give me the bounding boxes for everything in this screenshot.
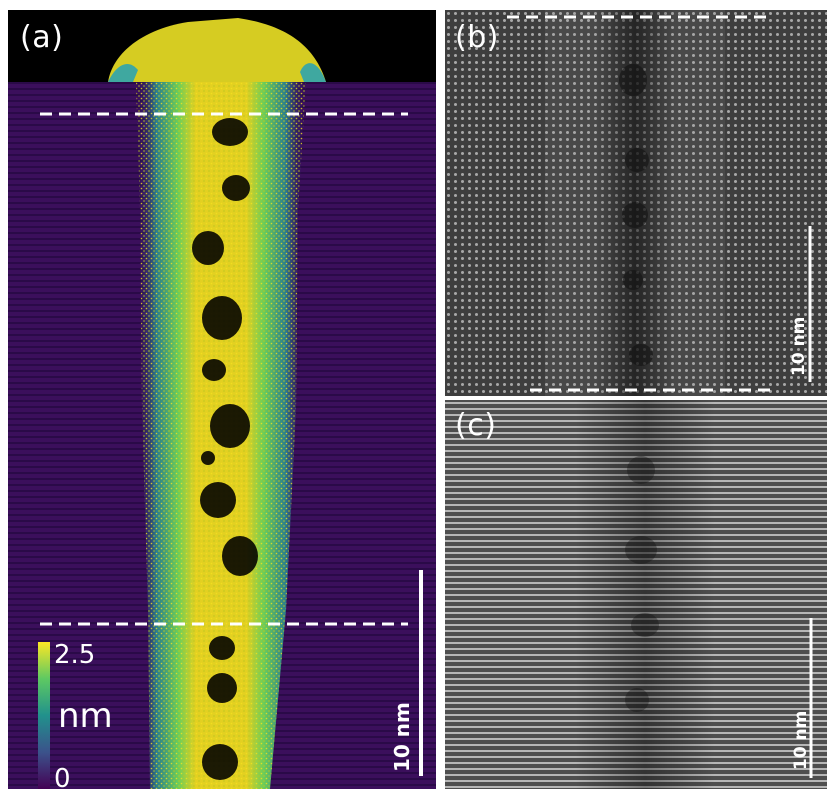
panel-c-micrograph: (c) 10 nm xyxy=(445,400,827,789)
micrograph-b-image xyxy=(445,10,827,396)
cap-region xyxy=(108,18,326,82)
panel-a-height-map: (a) 10 nm 2.5 nm 0 xyxy=(8,10,436,789)
void-regions xyxy=(192,118,258,780)
scale-bar-label-b: 10 nm xyxy=(789,316,809,376)
micrograph-c-image xyxy=(445,400,827,789)
scale-bar-label-a: 10 nm xyxy=(390,702,414,772)
height-map-image xyxy=(8,18,436,789)
colorbar xyxy=(38,642,50,789)
colorbar-max-label: 2.5 xyxy=(54,640,96,670)
panel-b-micrograph: (b) 10 nm xyxy=(445,10,827,396)
scale-bar-label-c: 10 nm xyxy=(791,710,811,770)
panel-label-a: (a) xyxy=(20,20,64,55)
panel-label-b: (b) xyxy=(455,20,499,55)
colorbar-min-label: 0 xyxy=(54,764,71,789)
panel-label-c: (c) xyxy=(455,408,497,443)
colorbar-unit-label: nm xyxy=(58,696,113,736)
